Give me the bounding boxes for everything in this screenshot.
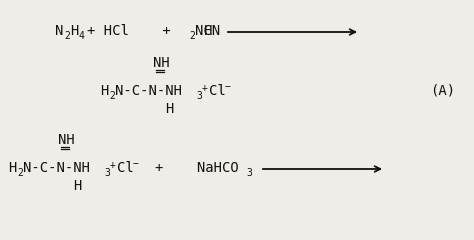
Text: + HCl    +    H: + HCl + H [87, 24, 213, 38]
Text: 3: 3 [246, 168, 252, 178]
Text: N-C-N-NH: N-C-N-NH [115, 84, 182, 98]
Text: 4: 4 [79, 31, 85, 41]
Text: H: H [73, 179, 82, 193]
Text: 2: 2 [109, 91, 115, 101]
Text: NCN: NCN [195, 24, 220, 38]
Text: 2: 2 [64, 31, 70, 41]
Text: NH: NH [153, 56, 170, 70]
Text: H: H [70, 24, 78, 38]
Text: 3: 3 [196, 91, 202, 101]
Text: H: H [165, 102, 173, 116]
Text: N: N [55, 24, 64, 38]
Text: 2: 2 [17, 168, 23, 178]
Text: Cl: Cl [209, 84, 226, 98]
Text: 3: 3 [104, 168, 110, 178]
Text: (A): (A) [430, 84, 455, 98]
Text: Cl: Cl [117, 161, 134, 175]
Text: H: H [8, 161, 17, 175]
Text: +    NaHCO: + NaHCO [155, 161, 239, 175]
Text: +: + [202, 83, 208, 93]
Text: NH: NH [58, 133, 75, 147]
Text: N-C-N-NH: N-C-N-NH [23, 161, 90, 175]
Text: −: − [225, 82, 231, 92]
Text: H: H [100, 84, 109, 98]
Text: −: − [133, 159, 139, 169]
Text: +: + [110, 160, 116, 170]
Text: 2: 2 [189, 31, 195, 41]
